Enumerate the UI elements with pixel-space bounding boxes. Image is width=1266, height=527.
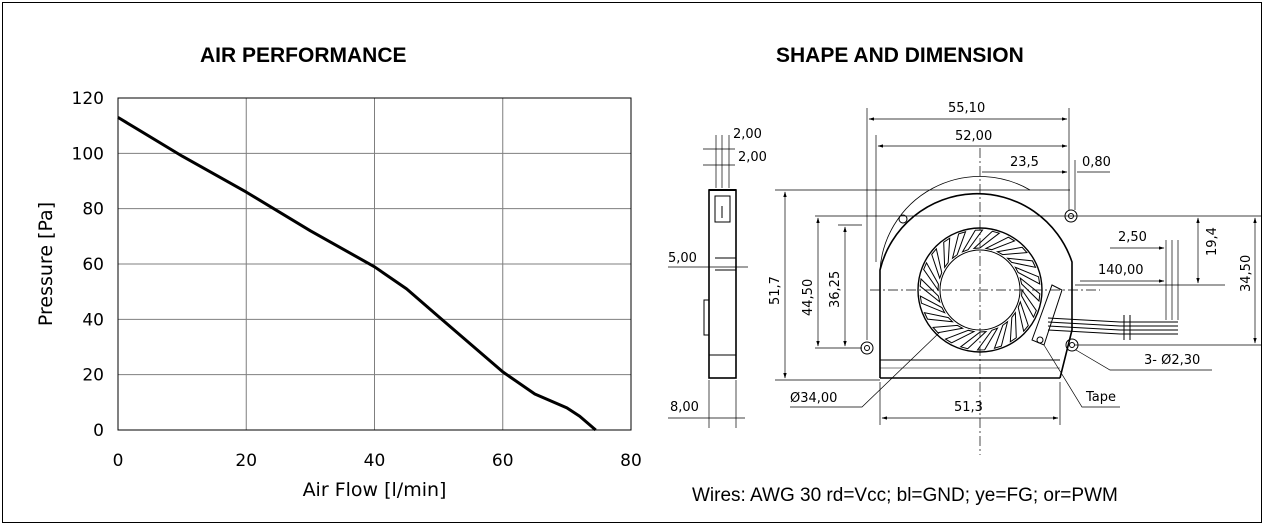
impeller-blade	[932, 324, 965, 334]
dim-tape: Tape	[1085, 390, 1116, 405]
dim-wire-height: 19,4	[1205, 227, 1220, 256]
dim-overall-height: 51,7	[768, 276, 783, 305]
wires-note: Wires: AWG 30 rd=Vcc; bl=GND; ye=FG; or=…	[692, 485, 1118, 506]
impeller-blade	[931, 247, 943, 280]
y-tick-label: 80	[82, 200, 104, 220]
impeller-blade	[984, 236, 1016, 251]
y-tick-label: 60	[82, 255, 104, 275]
dim-side-width-top-2: 2,00	[738, 150, 767, 165]
dim-overall-width: 55,10	[948, 101, 985, 116]
impeller-blade	[995, 246, 1028, 256]
impeller-blade	[959, 330, 988, 350]
x-tick-label: 40	[364, 451, 386, 471]
impeller-blade	[976, 327, 999, 351]
impeller-blade	[919, 295, 946, 314]
impeller-blade	[961, 229, 984, 253]
dim-right-height: 34,50	[1239, 255, 1254, 292]
y-axis-label: Pressure [Pa]	[35, 202, 57, 326]
dim-side-width-top-1: 2,00	[733, 127, 762, 142]
y-tick-label: 100	[72, 144, 104, 164]
dim-wire-length: 140,00	[1098, 263, 1144, 278]
dim-rotor-dia: Ø34,00	[790, 391, 837, 406]
side-view	[668, 135, 748, 428]
dimension-title: SHAPE AND DIMENSION	[776, 44, 1024, 67]
dim-bottom-width: 51,3	[954, 400, 983, 415]
impeller-blade	[1006, 257, 1037, 269]
y-tick-label: 40	[82, 310, 104, 330]
impeller-blade	[1014, 266, 1041, 285]
dim-holes: 3- Ø2,30	[1144, 353, 1200, 368]
pressure-curve	[117, 116, 597, 432]
y-tick-label: 120	[72, 89, 104, 109]
dim-wire-pitch: 2,50	[1118, 230, 1147, 245]
impeller-blade	[993, 320, 1009, 350]
front-view	[775, 108, 1262, 455]
dim-body-width: 52,00	[955, 129, 992, 144]
air-performance-chart: 0 20 40 60 80 0 20 40 60 80 100 120 Air Flow [l/min]…	[35, 89, 642, 501]
impeller-blade	[944, 329, 976, 344]
dim-inner-height: 36,25	[828, 271, 843, 308]
shape-dimension-drawing: 2,00 2,00 5,00 8,00 55,10 52,00 23,5 0,8…	[668, 101, 1262, 455]
x-axis-label: Air Flow [l/min]	[303, 479, 447, 501]
impeller-blade	[1017, 300, 1029, 333]
dim-tab-offset: 0,80	[1082, 155, 1111, 170]
impeller-blade	[1019, 276, 1041, 303]
impeller-blade	[1021, 288, 1037, 319]
impeller-blade	[1009, 311, 1017, 343]
dim-side-left-cut: 5,00	[668, 251, 697, 266]
x-tick-label: 80	[620, 451, 642, 471]
dim-center-offset: 23,5	[1010, 155, 1039, 170]
x-tick-label: 0	[113, 451, 124, 471]
plot-area	[117, 97, 632, 431]
impeller-blade	[919, 277, 941, 304]
dim-side-bottom: 8,00	[670, 400, 699, 415]
impeller-blade	[923, 311, 954, 323]
x-tick-label: 60	[492, 451, 514, 471]
x-tick-label: 20	[235, 451, 257, 471]
impeller-blade	[972, 230, 1001, 250]
impeller-blade	[943, 237, 951, 269]
y-tick-label: 20	[82, 366, 104, 386]
impeller-blade	[951, 230, 967, 260]
impeller-blade	[923, 261, 939, 292]
chart-title: AIR PERFORMANCE	[200, 44, 407, 67]
y-tick-label: 0	[93, 421, 104, 441]
dim-body-height: 44,50	[801, 279, 816, 316]
